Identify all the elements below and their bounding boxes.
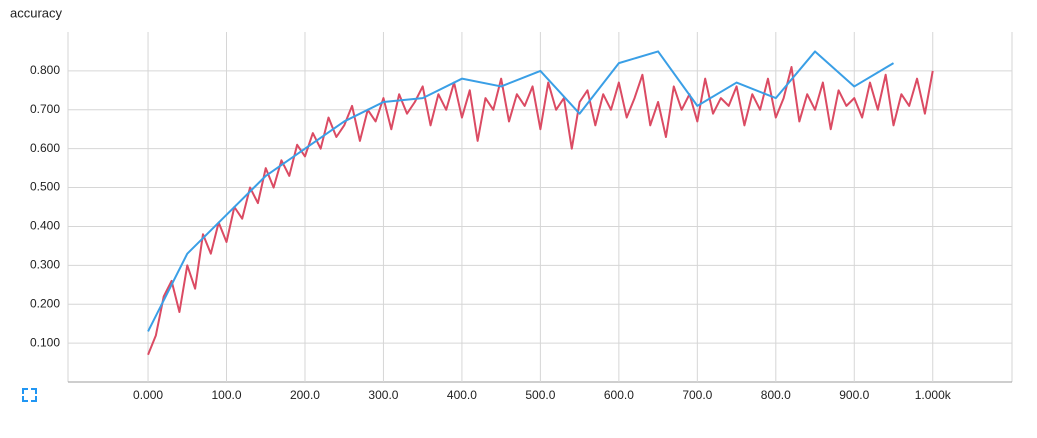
x-tick-label: 900.0 (839, 388, 869, 402)
y-tick-label: 0.600 (30, 141, 60, 155)
x-tick-label: 200.0 (290, 388, 320, 402)
chart-title: accuracy (10, 5, 63, 20)
y-tick-label: 0.800 (30, 63, 60, 77)
x-tick-label: 1.000k (915, 388, 952, 402)
x-tick-label: 700.0 (682, 388, 712, 402)
y-tick-label: 0.200 (30, 296, 60, 310)
y-tick-label: 0.100 (30, 335, 60, 349)
series-line (147, 50, 895, 332)
x-tick-label: 100.0 (211, 388, 241, 402)
x-tick-label: 500.0 (525, 388, 555, 402)
x-tick-label: 800.0 (761, 388, 791, 402)
x-tick-label: 400.0 (447, 388, 477, 402)
fit-icon[interactable] (22, 388, 37, 402)
x-tick-label: 0.000 (133, 388, 163, 402)
y-tick-label: 0.500 (30, 180, 60, 194)
x-tick-label: 300.0 (368, 388, 398, 402)
y-tick-label: 0.700 (30, 102, 60, 116)
y-tick-label: 0.400 (30, 219, 60, 233)
x-tick-label: 600.0 (604, 388, 634, 402)
series-line (147, 66, 934, 356)
y-tick-label: 0.300 (30, 258, 60, 272)
